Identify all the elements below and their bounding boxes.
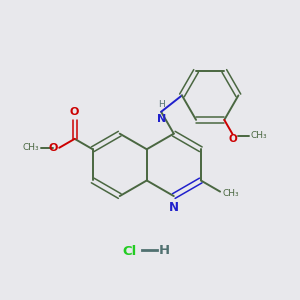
Text: O: O <box>48 143 58 153</box>
Text: H: H <box>159 244 170 257</box>
Text: N: N <box>157 114 166 124</box>
Text: CH₃: CH₃ <box>250 131 267 140</box>
Text: CH₃: CH₃ <box>223 189 239 198</box>
Text: H: H <box>158 100 164 109</box>
Text: N: N <box>169 201 179 214</box>
Text: O: O <box>70 106 80 117</box>
Text: Cl: Cl <box>122 244 136 258</box>
Text: O: O <box>228 134 237 144</box>
Text: CH₃: CH₃ <box>23 143 39 152</box>
